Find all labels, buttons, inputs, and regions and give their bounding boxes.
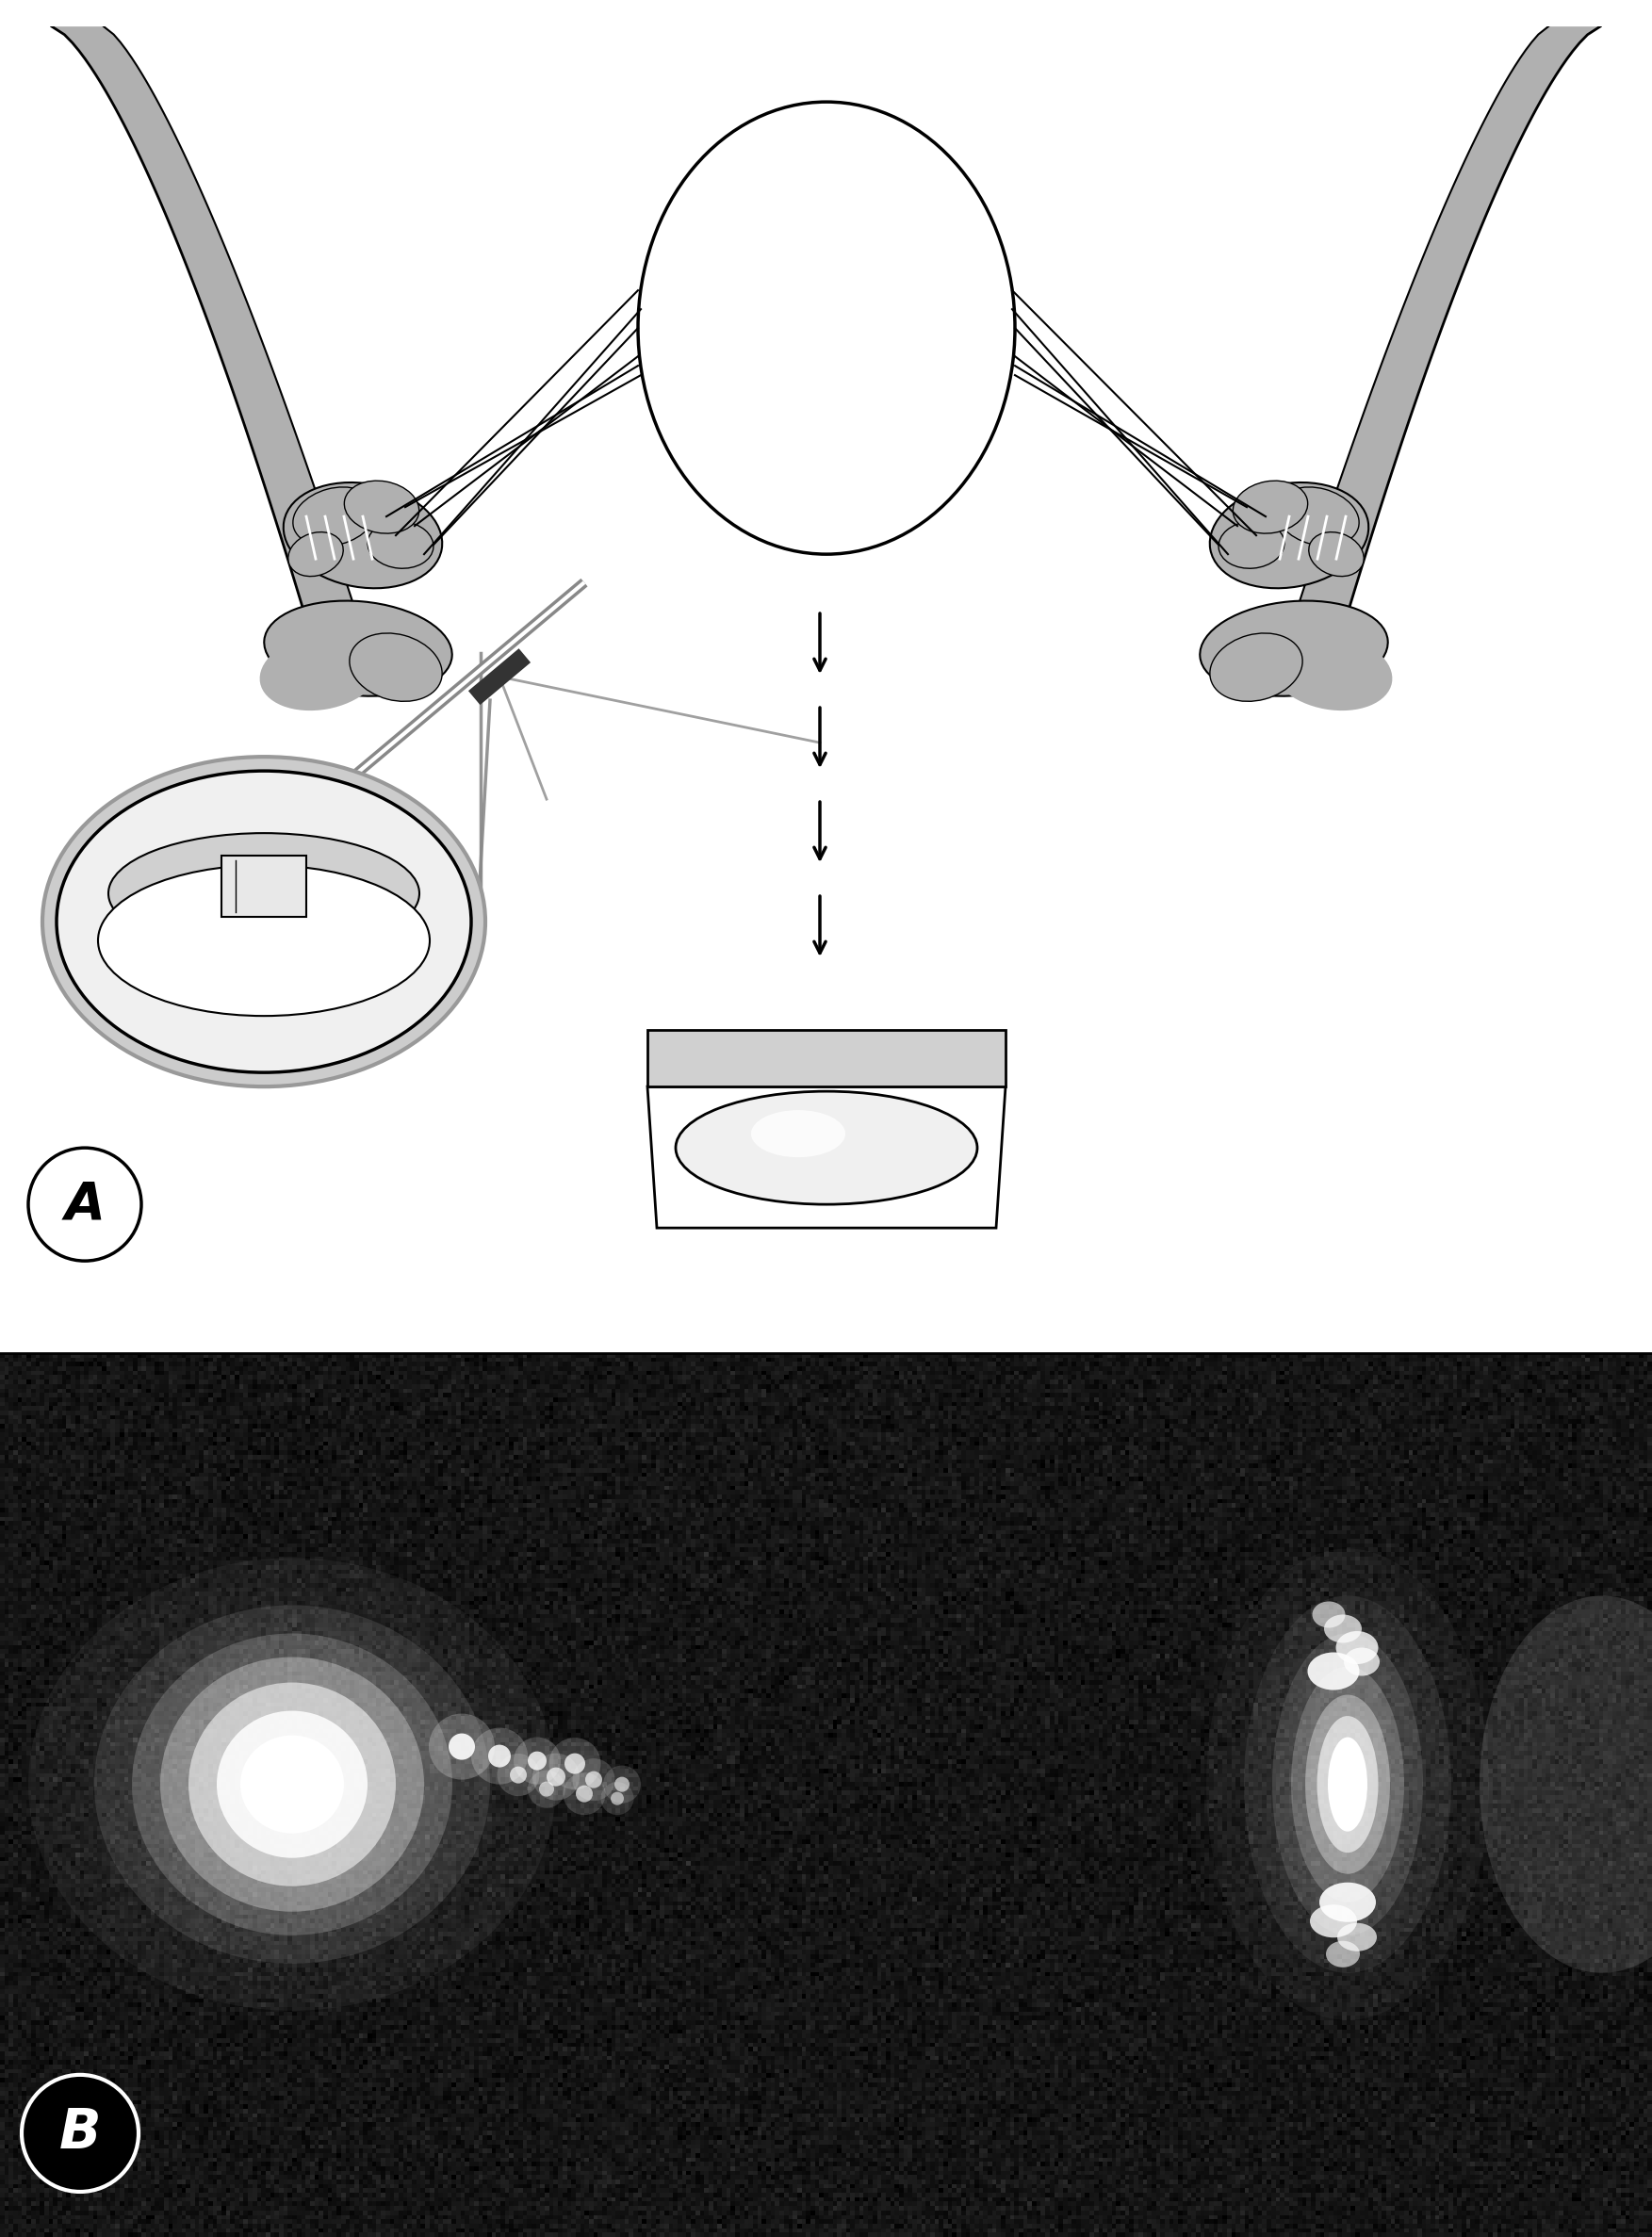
Ellipse shape	[1219, 521, 1284, 568]
Circle shape	[21, 2074, 139, 2192]
Ellipse shape	[132, 1633, 453, 1935]
Ellipse shape	[284, 483, 443, 588]
Ellipse shape	[287, 532, 344, 577]
Ellipse shape	[160, 1658, 425, 1913]
Ellipse shape	[752, 1110, 846, 1157]
Text: B: B	[59, 2107, 101, 2161]
Ellipse shape	[1272, 1633, 1422, 1935]
Circle shape	[471, 1727, 527, 1785]
Ellipse shape	[28, 1557, 557, 2011]
Polygon shape	[648, 1087, 1006, 1228]
Ellipse shape	[1317, 1716, 1378, 1852]
Text: A: A	[64, 1179, 106, 1230]
Ellipse shape	[56, 772, 471, 1072]
Ellipse shape	[344, 481, 420, 532]
Ellipse shape	[350, 633, 443, 702]
Circle shape	[615, 1776, 629, 1792]
Polygon shape	[51, 27, 367, 667]
Circle shape	[603, 1765, 641, 1803]
Ellipse shape	[109, 832, 420, 953]
Circle shape	[577, 1785, 593, 1803]
Ellipse shape	[188, 1682, 396, 1886]
Ellipse shape	[1480, 1595, 1652, 1973]
FancyBboxPatch shape	[648, 1029, 1006, 1087]
Ellipse shape	[1336, 1631, 1378, 1664]
Ellipse shape	[1292, 1667, 1404, 1901]
Circle shape	[514, 1738, 560, 1785]
Ellipse shape	[1312, 1602, 1345, 1629]
Ellipse shape	[1270, 633, 1393, 711]
Ellipse shape	[216, 1711, 367, 1859]
Ellipse shape	[638, 103, 1014, 555]
Ellipse shape	[240, 1736, 344, 1834]
Ellipse shape	[43, 756, 486, 1087]
Circle shape	[527, 1769, 565, 1807]
Ellipse shape	[292, 488, 377, 546]
Ellipse shape	[1310, 1904, 1356, 1937]
Ellipse shape	[1232, 481, 1308, 532]
Ellipse shape	[1305, 1696, 1389, 1875]
Circle shape	[487, 1745, 510, 1767]
Ellipse shape	[264, 602, 453, 696]
Circle shape	[548, 1738, 601, 1790]
Circle shape	[547, 1767, 565, 1785]
Circle shape	[497, 1754, 540, 1796]
Ellipse shape	[1275, 488, 1360, 546]
Circle shape	[585, 1772, 603, 1787]
Circle shape	[449, 1734, 476, 1761]
Ellipse shape	[1320, 1881, 1376, 1922]
Circle shape	[527, 1752, 547, 1769]
Circle shape	[539, 1781, 553, 1796]
Circle shape	[510, 1767, 527, 1783]
Ellipse shape	[1308, 532, 1365, 577]
Ellipse shape	[1209, 483, 1368, 588]
Ellipse shape	[1336, 1924, 1376, 1951]
Ellipse shape	[368, 521, 433, 568]
Ellipse shape	[1244, 1595, 1450, 1973]
Circle shape	[532, 1754, 580, 1801]
Polygon shape	[1285, 27, 1601, 667]
Ellipse shape	[1343, 1649, 1379, 1676]
Ellipse shape	[97, 866, 430, 1016]
Ellipse shape	[94, 1606, 491, 1964]
Circle shape	[28, 1148, 142, 1262]
Circle shape	[565, 1754, 585, 1774]
Ellipse shape	[676, 1092, 978, 1204]
Ellipse shape	[1209, 633, 1302, 702]
Circle shape	[430, 1714, 494, 1781]
Ellipse shape	[1308, 1653, 1360, 1689]
Ellipse shape	[1327, 1942, 1360, 1966]
Circle shape	[601, 1783, 634, 1814]
Circle shape	[573, 1758, 615, 1801]
Ellipse shape	[1323, 1615, 1361, 1642]
Circle shape	[563, 1772, 606, 1814]
Circle shape	[611, 1792, 624, 1805]
Ellipse shape	[1328, 1738, 1368, 1832]
Bar	[221, 857, 306, 917]
Ellipse shape	[1199, 602, 1388, 696]
Ellipse shape	[259, 633, 382, 711]
